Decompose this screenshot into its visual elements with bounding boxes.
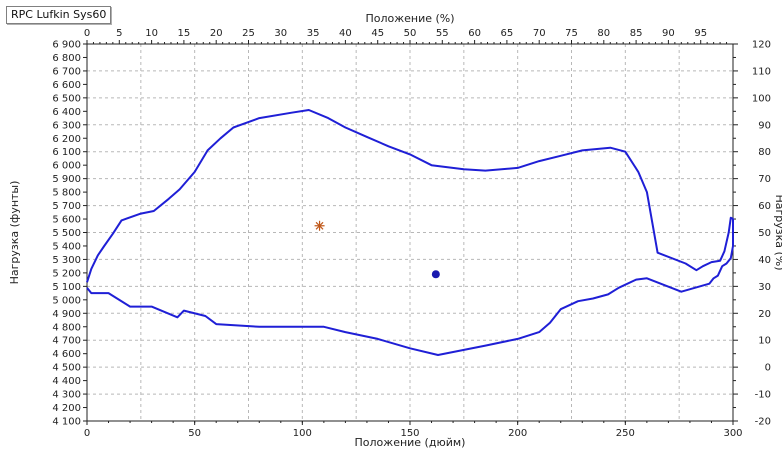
x2-tick-label: 0 xyxy=(84,28,90,39)
x2-tick-label: 70 xyxy=(533,28,546,39)
x2-tick-label: 45 xyxy=(371,28,384,39)
x2-tick-label: 30 xyxy=(274,28,287,39)
y-tick-label: 4 600 xyxy=(52,349,81,360)
y-tick-label: 6 100 xyxy=(52,147,81,158)
y-tick-label: 6 900 xyxy=(52,40,81,51)
y-tick-label: 6 200 xyxy=(52,134,81,145)
y-tick-label: 6 600 xyxy=(52,80,81,91)
y-tick-label: 4 700 xyxy=(52,336,81,347)
x2-tick-label: 10 xyxy=(145,28,158,39)
y2-tick-label: 40 xyxy=(758,255,771,266)
y-tick-label: 4 400 xyxy=(52,376,81,387)
y-tick-label: 6 300 xyxy=(52,120,81,131)
y2-tick-label: 0 xyxy=(765,363,771,374)
x2-tick-label: 90 xyxy=(662,28,675,39)
y-tick-label: 5 100 xyxy=(52,282,81,293)
y-tick-label: 4 200 xyxy=(52,403,81,414)
y2-tick-label: 20 xyxy=(758,309,771,320)
y-tick-label: 4 900 xyxy=(52,309,81,320)
x2-tick-label: 65 xyxy=(501,28,514,39)
x-tick-label: 100 xyxy=(293,428,312,439)
y2-tick-label: 60 xyxy=(758,201,771,212)
x-tick-label: 150 xyxy=(400,428,419,439)
y2-tick-label: 30 xyxy=(758,282,771,293)
x2-tick-label: 40 xyxy=(339,28,352,39)
y-tick-label: 5 600 xyxy=(52,215,81,226)
y-tick-label: 5 400 xyxy=(52,241,81,252)
x2-tick-label: 5 xyxy=(116,28,122,39)
x2-tick-label: 95 xyxy=(694,28,707,39)
x2-tick-label: 20 xyxy=(210,28,223,39)
y-tick-label: 4 500 xyxy=(52,363,81,374)
y-tick-label: 4 800 xyxy=(52,322,81,333)
x-tick-label: 300 xyxy=(723,428,742,439)
x2-tick-label: 80 xyxy=(597,28,610,39)
asterisk-marker xyxy=(314,220,325,231)
x2-tick-label: 75 xyxy=(565,28,578,39)
y2-tick-label: 100 xyxy=(752,93,771,104)
y-tick-label: 6 000 xyxy=(52,161,81,172)
x2-tick-label: 35 xyxy=(307,28,320,39)
dot-marker xyxy=(431,270,440,279)
y2-tick-label: 10 xyxy=(758,336,771,347)
y-axis-title: Нагрузка (фунты) xyxy=(8,181,21,285)
x-tick-label: 50 xyxy=(188,428,201,439)
y2-tick-label: 120 xyxy=(752,40,771,51)
x2-tick-label: 85 xyxy=(630,28,643,39)
x2-tick-label: 60 xyxy=(468,28,481,39)
y2-tick-label: 70 xyxy=(758,174,771,185)
y-tick-label: 6 400 xyxy=(52,107,81,118)
x2-tick-label: 55 xyxy=(436,28,449,39)
x2-tick-label: 25 xyxy=(242,28,255,39)
y-tick-label: 4 100 xyxy=(52,417,81,428)
x2-tick-label: 50 xyxy=(404,28,417,39)
x-tick-label: 200 xyxy=(508,428,527,439)
y-tick-label: 5 300 xyxy=(52,255,81,266)
y-tick-label: 6 500 xyxy=(52,93,81,104)
y-tick-label: 5 500 xyxy=(52,228,81,239)
y-tick-label: 5 700 xyxy=(52,201,81,212)
y2-tick-label: 50 xyxy=(758,228,771,239)
y-tick-label: 5 200 xyxy=(52,268,81,279)
x2-tick-label: 15 xyxy=(178,28,191,39)
chart-source-tag: RPC Lufkin Sys60 xyxy=(6,6,112,24)
y2-tick-label: -20 xyxy=(755,417,771,428)
y-tick-label: 6 700 xyxy=(52,66,81,77)
x2-axis-title: Положение (%) xyxy=(365,12,454,25)
y-tick-label: 5 800 xyxy=(52,188,81,199)
y-tick-label: 4 300 xyxy=(52,390,81,401)
y2-tick-label: -10 xyxy=(755,390,771,401)
y2-tick-label: 90 xyxy=(758,120,771,131)
load-curve xyxy=(86,109,734,356)
y-tick-label: 5 900 xyxy=(52,174,81,185)
x-tick-label: 0 xyxy=(84,428,90,439)
y2-axis-title: Нагрузка (%) xyxy=(773,194,782,270)
y-tick-label: 5 000 xyxy=(52,295,81,306)
x-tick-label: 250 xyxy=(616,428,635,439)
y2-tick-label: 110 xyxy=(752,66,771,77)
x-axis-title: Положение (дюйм) xyxy=(355,436,466,449)
y-tick-label: 6 800 xyxy=(52,53,81,64)
y2-tick-label: 80 xyxy=(758,147,771,158)
